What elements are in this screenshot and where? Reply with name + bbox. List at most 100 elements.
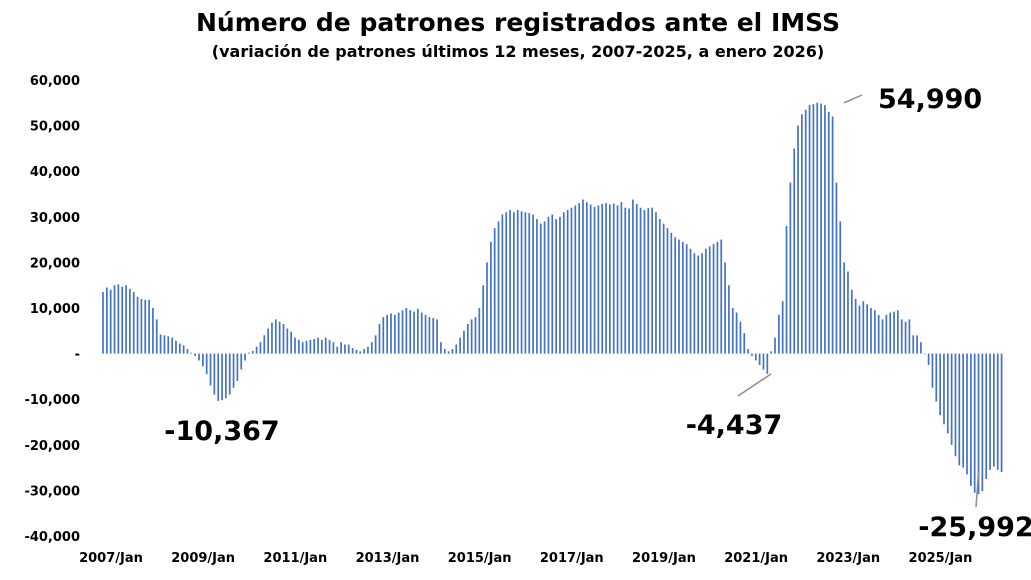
y-tick-label: 60,000 <box>30 74 80 89</box>
bar <box>996 353 999 470</box>
bar <box>601 204 604 354</box>
bar <box>351 348 354 354</box>
bar <box>321 339 323 354</box>
bar <box>286 328 289 354</box>
bar <box>958 353 961 466</box>
bar <box>808 105 811 354</box>
bar <box>201 353 204 367</box>
bar <box>278 321 281 354</box>
bar <box>670 232 673 354</box>
bar <box>232 353 235 388</box>
bar <box>528 213 531 354</box>
bar <box>205 353 208 375</box>
bar <box>370 342 373 354</box>
bar <box>689 248 692 354</box>
bar <box>194 353 197 356</box>
bar <box>240 353 243 370</box>
bar <box>428 317 431 354</box>
bar <box>743 333 746 354</box>
bar <box>367 346 369 354</box>
bar <box>666 228 669 354</box>
bar <box>712 244 715 354</box>
bar <box>943 353 945 425</box>
bar <box>609 204 611 354</box>
bar <box>774 337 776 354</box>
callout-leader-line <box>737 373 772 397</box>
bar <box>655 212 657 354</box>
bar <box>643 209 646 354</box>
y-tick-label: -30,000 <box>24 484 80 499</box>
bar <box>658 219 661 354</box>
bar <box>516 209 519 354</box>
bar <box>989 353 991 470</box>
bar <box>973 353 976 493</box>
bar <box>420 312 423 354</box>
bar <box>582 199 584 354</box>
x-tick-label: 2017/Jan <box>540 551 604 566</box>
bar <box>132 292 135 354</box>
bar <box>102 292 104 354</box>
callout-annotations: 54,990 -10,367 -4,437 -25,992 <box>164 84 1031 543</box>
bar <box>850 289 853 354</box>
bar <box>532 214 534 354</box>
bar <box>175 340 177 354</box>
bar <box>213 353 216 395</box>
bar <box>831 116 834 354</box>
bar <box>923 353 926 355</box>
bar <box>474 317 477 354</box>
bar <box>497 221 500 354</box>
bar <box>209 353 212 386</box>
bar <box>417 308 419 354</box>
bar <box>866 304 869 354</box>
bar <box>547 216 550 354</box>
bar <box>731 308 734 354</box>
bar <box>873 310 876 354</box>
x-tick-label: 2019/Jan <box>632 551 696 566</box>
bar <box>551 214 554 354</box>
bar <box>363 349 365 354</box>
bar <box>589 204 592 354</box>
bar <box>221 353 223 401</box>
bar <box>186 349 189 354</box>
bar <box>762 353 765 370</box>
bar <box>946 353 949 434</box>
bar <box>812 104 815 354</box>
bar <box>920 342 922 354</box>
bar-series <box>102 102 1003 495</box>
bar <box>190 352 193 354</box>
bar <box>182 345 185 354</box>
bar <box>862 301 865 354</box>
bar <box>347 344 350 354</box>
bar <box>624 207 627 354</box>
bar <box>309 339 312 354</box>
bar <box>904 321 907 354</box>
bar <box>271 322 273 354</box>
bar <box>897 310 899 354</box>
bar <box>113 285 116 354</box>
bar <box>297 339 300 354</box>
bar <box>401 310 404 354</box>
bar <box>397 312 400 354</box>
bar <box>136 296 139 354</box>
bar <box>570 207 573 354</box>
bar <box>436 319 438 354</box>
bar <box>827 111 830 354</box>
bar <box>344 344 346 354</box>
bar <box>632 199 634 354</box>
bar <box>662 223 665 354</box>
bar <box>639 207 642 354</box>
bar <box>482 285 485 354</box>
callout-label: -25,992 <box>918 512 1031 543</box>
bar <box>950 353 953 445</box>
bar <box>478 308 481 354</box>
bar <box>701 253 703 354</box>
x-tick-label: 2021/Jan <box>724 551 788 566</box>
bar <box>935 353 938 402</box>
bar <box>728 285 730 354</box>
bar <box>466 323 469 354</box>
callout-label: -4,437 <box>686 410 783 441</box>
bar <box>597 205 600 354</box>
callout-leader-line <box>975 472 980 508</box>
bar <box>893 311 895 354</box>
bar <box>716 241 719 354</box>
